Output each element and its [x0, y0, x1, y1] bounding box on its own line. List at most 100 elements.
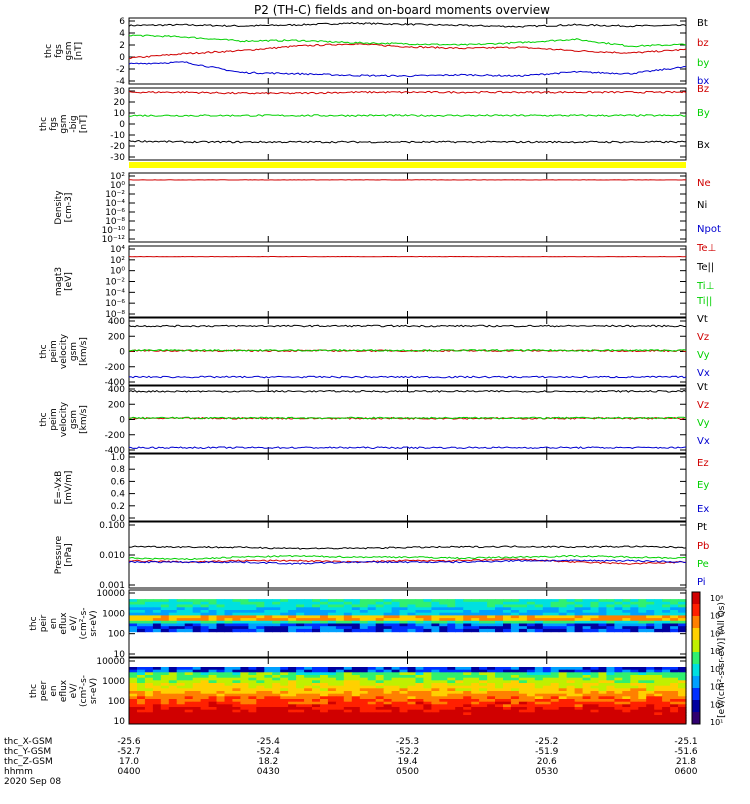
legend-Vy: Vy	[697, 418, 710, 429]
spectrogram-cell	[272, 629, 281, 632]
colorbar-segment	[692, 652, 700, 665]
spectrogram-cell	[567, 629, 576, 632]
spectrogram-cell	[479, 629, 488, 632]
spectrogram-cell	[479, 720, 488, 723]
spectrogram-cell	[439, 720, 448, 723]
ytick-label: 30	[114, 87, 126, 97]
spectrogram-cell	[575, 720, 584, 723]
xaxis-row-label: hhmm	[4, 767, 33, 777]
spectrogram-cell	[217, 720, 226, 723]
xaxis-value: 0500	[396, 767, 419, 777]
spectrogram-cell	[264, 629, 273, 632]
spectrogram-cell	[511, 720, 520, 723]
spectrogram-cell	[288, 629, 297, 632]
legend-bz: bz	[697, 38, 709, 49]
spectrogram-cell	[312, 629, 321, 632]
xaxis-value: -25.3	[396, 737, 419, 747]
ytick-label: 400	[108, 317, 125, 327]
ylabel-line: Density	[54, 190, 64, 225]
spectrogram-cell	[487, 629, 496, 632]
ytick-label: 10⁰	[110, 267, 125, 277]
spectrogram-cell	[296, 720, 305, 723]
ylabel-line: (cm²-s-	[79, 607, 89, 639]
spectrogram-cell	[400, 720, 409, 723]
legend-Pe: Pe	[697, 559, 709, 570]
xaxis-value: -51.9	[535, 747, 559, 757]
spectrogram-cell	[463, 720, 472, 723]
spectrogram-cell	[535, 629, 544, 632]
ytick-label: 100	[108, 630, 125, 640]
spectrogram-cell	[471, 629, 480, 632]
spectrogram-cell	[447, 720, 456, 723]
spectrogram-cell	[312, 720, 321, 723]
panel-frame-pressure	[129, 522, 686, 588]
legend-Vt: Vt	[697, 314, 708, 325]
ylabel-line: [eV]	[64, 272, 74, 291]
spectrogram-cell	[296, 629, 305, 632]
legend-Vz: Vz	[697, 400, 709, 411]
spectrogram-cell	[248, 720, 257, 723]
series-line-bz	[129, 44, 686, 59]
spectrogram-cell	[463, 629, 472, 632]
ytick-label: 0.2	[111, 502, 125, 512]
ylabel-line: [km/s]	[79, 405, 89, 434]
spectrogram-cell	[288, 720, 297, 723]
xaxis-value: -52.4	[257, 747, 281, 757]
spectrogram-cell	[225, 629, 234, 632]
legend-Bx: Bx	[697, 140, 710, 151]
spectrogram-cell	[169, 629, 178, 632]
panel-frame-efield	[129, 454, 686, 521]
legend-Vx: Vx	[697, 368, 710, 379]
xaxis-value: -25.6	[117, 737, 141, 747]
series-line-by	[129, 35, 686, 47]
spectrogram-cell	[161, 720, 170, 723]
spectrogram-cell	[145, 629, 154, 632]
spectrogram-cell	[161, 629, 170, 632]
spectrogram-cell	[511, 629, 520, 632]
spectrogram-cell	[225, 720, 234, 723]
spectrogram-cell	[431, 629, 440, 632]
legend-Ti||: Ti||	[696, 296, 712, 307]
xaxis-value: -25.1	[674, 737, 697, 747]
spectrogram-cell	[344, 629, 353, 632]
legend-Te⊥: Te⊥	[696, 243, 716, 254]
spectrogram-cell	[328, 720, 337, 723]
ytick-label: 10	[114, 109, 126, 119]
plot-title: P2 (TH-C) fields and on-board moments ov…	[254, 3, 550, 17]
ylabel-line: eflux	[59, 679, 69, 702]
legend-Npot: Npot	[697, 224, 721, 235]
ytick-label: 2	[119, 41, 125, 51]
spectrogram-cell	[264, 720, 273, 723]
spectrogram-cell	[654, 629, 663, 632]
ylabel-line: -big	[69, 115, 79, 132]
spectrogram-cell	[503, 629, 512, 632]
spectrogram-cell	[614, 720, 623, 723]
spectrogram-cell	[376, 629, 385, 632]
spectrogram-cell	[670, 629, 679, 632]
ytick-label: 10	[114, 717, 126, 727]
ytick-label: 10000	[96, 657, 125, 667]
spectrogram-cell	[336, 720, 345, 723]
ytick-label: 0	[119, 348, 125, 358]
ylabel-line: peir	[39, 614, 49, 632]
spectrogram-cell	[447, 629, 456, 632]
spectrogram-cell	[431, 720, 440, 723]
spectrogram-peer_eflux	[129, 667, 687, 724]
ytick-label: -20	[110, 142, 125, 152]
series-line-bx	[129, 62, 686, 77]
spectrogram-cell	[495, 720, 504, 723]
spectrogram-cell	[630, 720, 639, 723]
ylabel-line: Pressure	[54, 535, 64, 574]
series-line-Vy	[129, 350, 686, 352]
spectrogram-cell	[185, 720, 194, 723]
ytick-label: 0.6	[111, 477, 126, 487]
xaxis-row-label: thc_Y-GSM	[4, 747, 51, 757]
spectrogram-cell	[217, 629, 226, 632]
ytick-label: 0	[119, 53, 125, 63]
legend-Bt: Bt	[697, 18, 708, 29]
series-line-Vx	[129, 376, 686, 378]
spectrogram-cell	[559, 720, 568, 723]
spectrogram-cell	[416, 629, 425, 632]
ytick-label: 0.4	[111, 490, 126, 500]
xaxis-value: -52.2	[396, 747, 419, 757]
